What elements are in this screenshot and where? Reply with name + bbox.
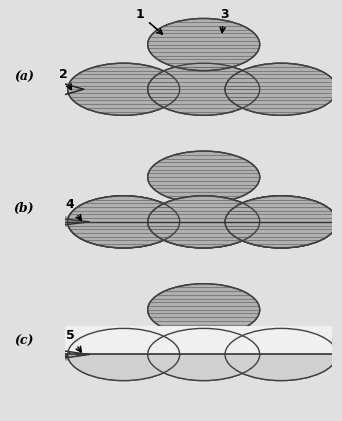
Text: (a): (a) (14, 72, 34, 84)
Bar (145, 326, 262, 354)
Circle shape (225, 63, 337, 115)
Bar (60, 216, 337, 227)
Text: 5: 5 (66, 329, 81, 352)
Circle shape (148, 151, 260, 203)
Circle shape (148, 19, 260, 71)
Circle shape (148, 328, 260, 381)
Text: (c): (c) (14, 335, 34, 347)
Circle shape (148, 63, 260, 115)
Circle shape (68, 328, 180, 381)
Circle shape (148, 328, 260, 381)
Bar (65, 326, 182, 354)
Circle shape (225, 328, 337, 381)
Circle shape (148, 196, 260, 248)
Polygon shape (33, 215, 89, 229)
Circle shape (68, 196, 180, 248)
Circle shape (225, 196, 337, 248)
Circle shape (148, 196, 260, 248)
Polygon shape (33, 346, 89, 362)
Circle shape (225, 328, 337, 381)
Circle shape (68, 63, 180, 115)
Circle shape (68, 196, 180, 248)
Circle shape (148, 284, 260, 336)
Circle shape (225, 196, 337, 248)
Bar (60, 349, 337, 360)
Bar (222, 326, 340, 354)
Text: 4: 4 (66, 198, 81, 220)
Text: 1: 1 (136, 8, 162, 34)
Text: 3: 3 (220, 8, 228, 32)
Text: 2: 2 (59, 69, 71, 89)
Circle shape (68, 328, 180, 381)
Text: (b): (b) (14, 202, 34, 215)
Bar (60, 349, 337, 360)
